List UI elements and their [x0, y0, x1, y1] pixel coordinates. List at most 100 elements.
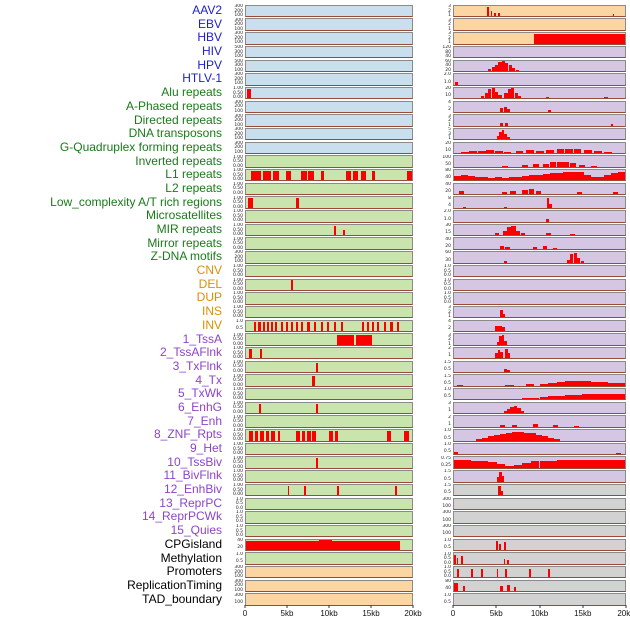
track-label: HIV — [201, 45, 222, 59]
track-panel-left — [245, 169, 413, 182]
column-gap — [413, 360, 429, 374]
signal-bar — [491, 88, 495, 99]
track-row: 14_ReprPCWk 1.0 0.5 0.0 300 100 — [0, 510, 630, 524]
signal-bar — [573, 149, 582, 154]
y-tick-label: 0.5 — [443, 268, 451, 274]
y-axis-ticks-right: 80 40 — [429, 168, 453, 182]
signal-bar — [496, 464, 506, 468]
signal-bar — [607, 393, 617, 400]
y-axis-ticks-left: 500 300 100 — [226, 59, 245, 73]
column-gap — [413, 374, 429, 388]
track-panel-right — [453, 59, 626, 72]
signal-bar — [259, 403, 262, 414]
signal-bar — [500, 586, 503, 592]
signal-bar — [507, 370, 511, 373]
track-panel-right — [453, 470, 626, 483]
track-panel-left — [245, 45, 413, 59]
track-panel-left — [245, 305, 413, 319]
column-gap — [413, 524, 429, 538]
y-axis-ticks-left: 1.0 0.5 0.0 — [226, 510, 245, 524]
y-tick-label: 1.5 — [443, 483, 451, 489]
signal-bar — [594, 151, 602, 154]
y-tick-label: 4 — [448, 318, 451, 324]
y-tick-label: 40 — [445, 175, 451, 181]
signal-bar — [556, 460, 566, 468]
column-gap — [413, 223, 429, 237]
signal-bar — [390, 321, 393, 331]
track-panel-right — [453, 360, 626, 374]
track-row: Directed repeats 300 200 100 3 2 1 — [0, 114, 630, 128]
signal-bar — [604, 175, 612, 181]
signal-bar — [367, 321, 370, 331]
y-tick-label: 40 — [445, 586, 451, 592]
y-tick-label: 200 — [234, 118, 243, 123]
track-row: INS 1.00 0.50 0.00 3 2 1 — [0, 305, 630, 319]
y-tick-label: 1.0 — [235, 524, 243, 530]
track-row: 3_TxFlnk 1.00 0.50 0.00 1.5 0.5 — [0, 360, 630, 374]
signal-bar — [613, 192, 619, 195]
signal-bar — [570, 171, 578, 181]
signal-bar — [583, 174, 591, 181]
track-panel-right — [453, 4, 626, 18]
track-row: HBV 300 200 100 3 2 1 — [0, 31, 630, 45]
track-panel-left — [245, 100, 413, 113]
signal-bar — [498, 62, 502, 71]
track-panel-left — [245, 251, 413, 264]
y-axis-ticks-right: 1.0 0.5 0.0 — [429, 278, 453, 292]
y-tick-label: 1 — [448, 353, 451, 359]
signal-bar — [460, 151, 469, 154]
y-tick-label: 0.0 — [443, 574, 451, 579]
y-tick-label: 200 — [234, 131, 243, 137]
y-tick-label: 0.50 — [232, 227, 243, 233]
track-label: A-Phased repeats — [125, 99, 222, 113]
y-axis-ticks-right: 0.75 0.25 — [429, 456, 453, 470]
signal-bar — [515, 69, 519, 71]
signal-bar — [301, 431, 305, 441]
y-tick-label: 40 — [445, 181, 451, 187]
y-tick-label: 0.0 — [235, 533, 243, 538]
y-axis-ticks-right: 40 20 — [429, 182, 453, 196]
signal-bar — [295, 431, 300, 441]
signal-bar — [502, 314, 506, 318]
y-axis-ticks-right: 120 80 40 — [429, 45, 453, 59]
signal-bar — [532, 164, 539, 167]
y-tick-label: 5 — [448, 127, 451, 133]
y-tick-label: 1 — [448, 13, 451, 18]
track-panel-left — [245, 292, 413, 305]
y-tick-label: 0.50 — [232, 364, 243, 370]
signal-bar — [495, 326, 499, 331]
track-row: A-Phased repeats 300 200 100 4 2 — [0, 100, 630, 114]
y-axis-ticks-left: 300 200 100 — [226, 114, 245, 128]
track-panel-right — [453, 278, 626, 291]
column-gap — [413, 538, 429, 552]
track-panel-left — [245, 524, 413, 538]
signal-bar — [618, 171, 625, 181]
signal-bar — [372, 321, 375, 331]
track-label: 2_TssAFlnk — [159, 346, 222, 360]
y-tick-label: 1.5 — [443, 469, 451, 475]
signal-bar — [270, 431, 276, 441]
track-panel-right — [453, 579, 626, 593]
signal-bar — [488, 89, 492, 99]
column-gap — [413, 86, 429, 100]
signal-bar — [262, 170, 271, 181]
track-row: Alu repeats 1.00 0.50 0.00 20 10 — [0, 86, 630, 100]
y-axis-ticks-left: 1.00 0.50 0.00 — [226, 264, 245, 278]
signal-bar — [266, 321, 269, 331]
y-tick-label: 1.00 — [232, 236, 243, 242]
y-tick-label: 1.00 — [232, 387, 243, 393]
column-gap — [413, 510, 429, 524]
signal-bar — [355, 335, 373, 345]
signal-bar — [488, 436, 495, 441]
signal-bar — [599, 393, 608, 400]
signal-bar — [258, 321, 261, 331]
y-tick-label: 300 — [234, 140, 243, 146]
signal-bar — [549, 204, 552, 208]
signal-bar — [265, 431, 270, 441]
signal-bar — [590, 381, 600, 386]
y-axis-ticks-left: 300 200 100 — [226, 100, 245, 114]
signal-bar — [469, 151, 478, 154]
track-panel-right — [453, 333, 626, 346]
y-tick-label: 1.0 — [443, 264, 451, 270]
y-tick-label: 0.50 — [232, 241, 243, 247]
